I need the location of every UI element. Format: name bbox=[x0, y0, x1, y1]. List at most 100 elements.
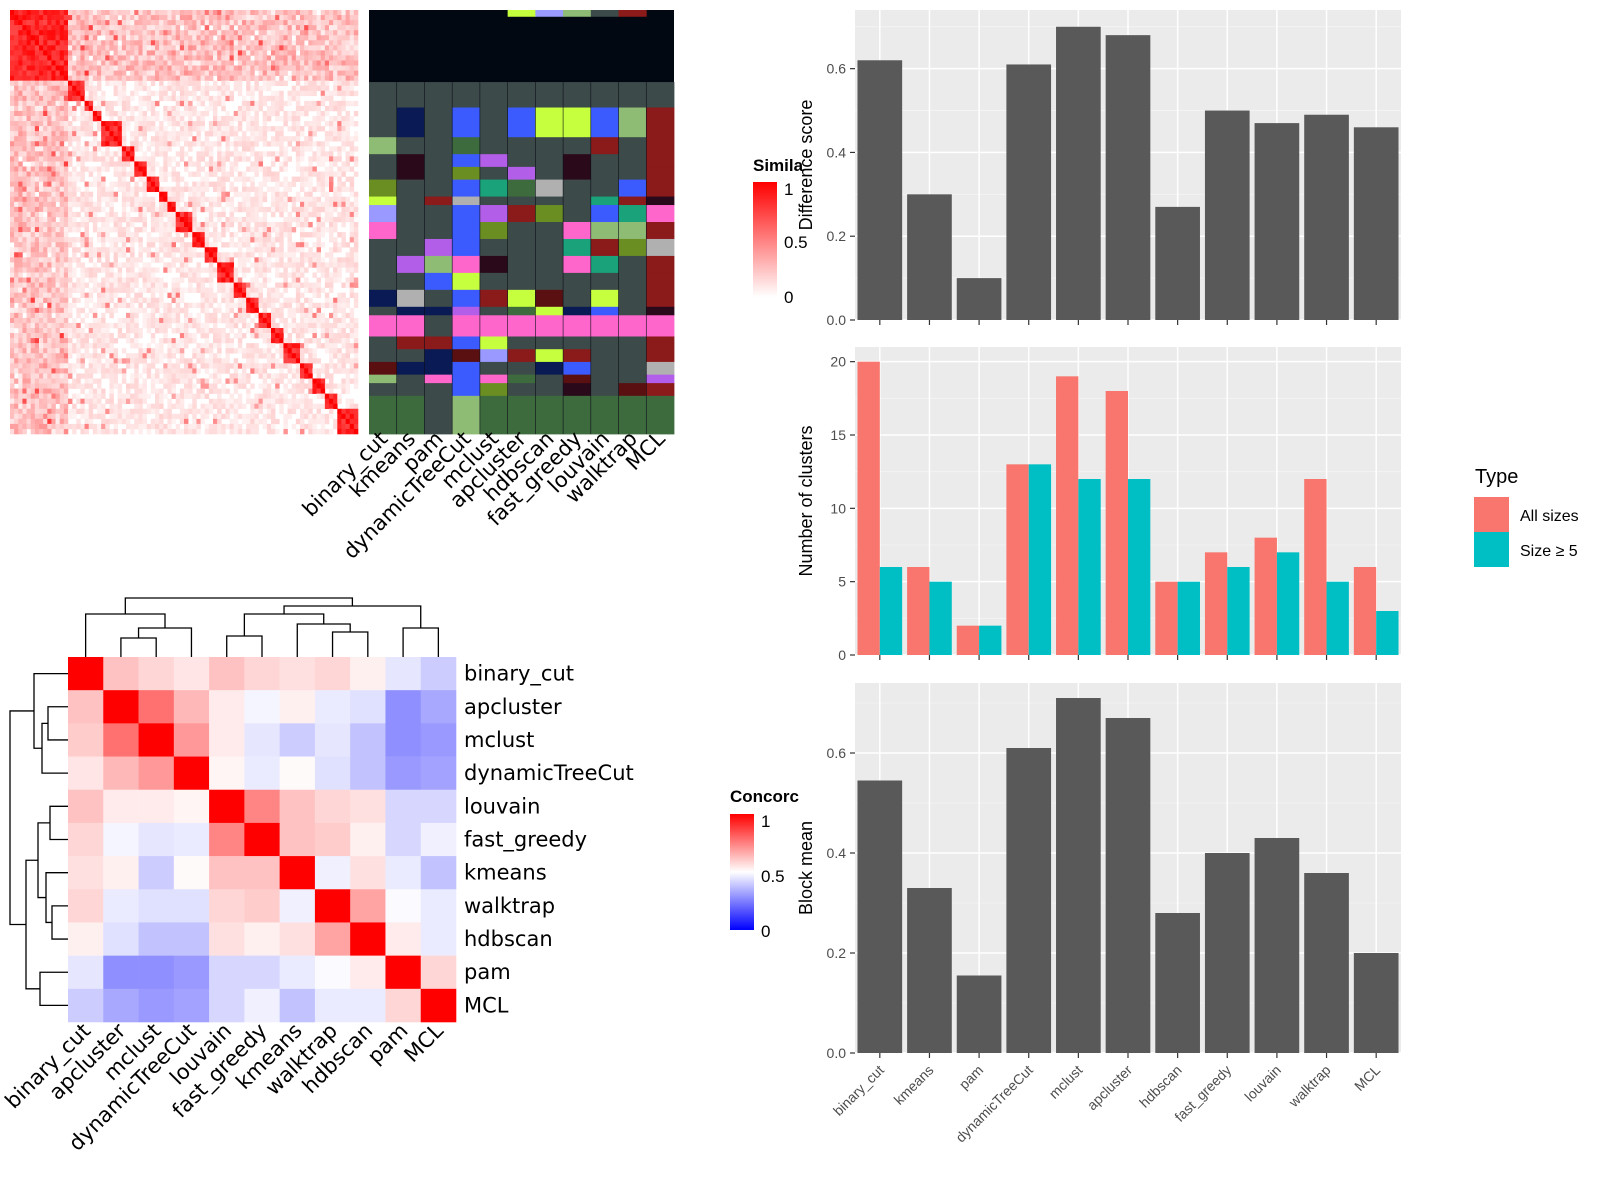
similarity-cell bbox=[121, 75, 127, 81]
similarity-cell bbox=[134, 65, 139, 71]
similarity-cell bbox=[47, 80, 52, 87]
similarity-cell bbox=[337, 201, 342, 208]
similarity-cell bbox=[283, 191, 288, 198]
similarity-cell bbox=[304, 146, 309, 152]
similarity-cell bbox=[233, 282, 239, 288]
similarity-cell bbox=[175, 282, 181, 288]
similarity-cell bbox=[34, 85, 40, 92]
similarity-cell bbox=[84, 186, 90, 193]
similarity-cell bbox=[63, 272, 69, 278]
similarity-cell bbox=[72, 302, 77, 309]
similarity-cell bbox=[34, 262, 40, 268]
similarity-cell bbox=[329, 333, 334, 339]
similarity-cell bbox=[175, 85, 181, 92]
similarity-cell bbox=[146, 201, 152, 208]
similarity-cell bbox=[113, 171, 119, 177]
similarity-cell bbox=[192, 317, 197, 324]
similarity-cell bbox=[63, 322, 69, 329]
similarity-cell bbox=[229, 186, 235, 193]
similarity-cell bbox=[300, 110, 305, 117]
similarity-cell bbox=[105, 237, 110, 243]
similarity-cell bbox=[14, 25, 19, 31]
similarity-cell bbox=[105, 50, 110, 56]
similarity-cell bbox=[22, 116, 27, 122]
similarity-cell bbox=[163, 252, 168, 258]
similarity-cell bbox=[341, 368, 346, 374]
similarity-cell bbox=[43, 65, 48, 71]
similarity-cell bbox=[113, 252, 119, 258]
similarity-cell bbox=[97, 252, 102, 258]
similarity-cell bbox=[63, 222, 69, 228]
similarity-cell bbox=[109, 307, 114, 314]
similarity-cell bbox=[250, 252, 255, 258]
similarity-cell bbox=[188, 65, 193, 71]
similarity-cell bbox=[134, 146, 139, 152]
similarity-cell bbox=[217, 15, 222, 21]
similarity-cell bbox=[84, 252, 90, 258]
similarity-cell bbox=[55, 80, 61, 87]
similarity-cell bbox=[312, 35, 317, 41]
similarity-cell bbox=[275, 322, 280, 329]
similarity-cell bbox=[167, 146, 172, 152]
similarity-cell bbox=[316, 262, 322, 268]
similarity-cell bbox=[142, 277, 148, 283]
similarity-cell bbox=[18, 30, 23, 36]
similarity-cell bbox=[341, 105, 346, 112]
similarity-cell bbox=[138, 307, 143, 314]
similarity-cell bbox=[10, 146, 15, 152]
similarity-cell bbox=[341, 206, 346, 213]
similarity-cell bbox=[337, 121, 342, 127]
similarity-cell bbox=[76, 227, 81, 233]
similarity-cell bbox=[184, 131, 189, 137]
similarity-cell bbox=[275, 40, 280, 46]
similarity-cell bbox=[55, 75, 61, 81]
similarity-cell bbox=[117, 65, 123, 71]
similarity-cell bbox=[304, 343, 309, 349]
similarity-cell bbox=[353, 161, 359, 167]
similarity-cell bbox=[59, 227, 65, 233]
similarity-cell bbox=[258, 302, 264, 309]
similarity-cell bbox=[39, 105, 44, 112]
similarity-cell bbox=[175, 35, 181, 41]
similarity-cell bbox=[246, 267, 251, 273]
similarity-cell bbox=[134, 70, 139, 76]
similarity-cell bbox=[196, 242, 201, 248]
similarity-cell bbox=[167, 358, 172, 364]
similarity-cell bbox=[295, 322, 301, 329]
similarity-cell bbox=[213, 20, 218, 26]
similarity-cell bbox=[159, 237, 164, 243]
similarity-cell bbox=[105, 292, 110, 299]
similarity-cell bbox=[324, 20, 330, 26]
similarity-cell bbox=[208, 206, 214, 213]
similarity-cell bbox=[88, 116, 94, 122]
similarity-cell bbox=[312, 322, 317, 329]
similarity-cell bbox=[138, 30, 143, 36]
similarity-cell bbox=[246, 257, 251, 263]
similarity-cell bbox=[250, 176, 255, 182]
similarity-cell bbox=[254, 156, 259, 162]
similarity-cell bbox=[88, 252, 94, 258]
similarity-cell bbox=[279, 126, 284, 132]
similarity-cell bbox=[192, 90, 197, 97]
similarity-cell bbox=[192, 348, 197, 354]
similarity-cell bbox=[337, 348, 342, 354]
similarity-cell bbox=[167, 85, 172, 92]
similarity-cell bbox=[63, 201, 69, 208]
similarity-cell bbox=[159, 95, 164, 102]
similarity-cell bbox=[262, 176, 268, 182]
similarity-cell bbox=[225, 75, 230, 81]
similarity-cell bbox=[138, 40, 143, 46]
similarity-cell bbox=[18, 333, 23, 339]
similarity-cell bbox=[337, 70, 342, 76]
similarity-cell bbox=[295, 131, 301, 137]
similarity-cell bbox=[155, 65, 160, 71]
similarity-cell bbox=[55, 232, 61, 238]
similarity-cell bbox=[63, 302, 69, 309]
similarity-cell bbox=[171, 20, 177, 26]
similarity-cell bbox=[341, 186, 346, 193]
similarity-cell bbox=[287, 363, 293, 369]
similarity-cell bbox=[22, 136, 27, 142]
similarity-cell bbox=[10, 302, 15, 309]
similarity-cell bbox=[217, 95, 222, 102]
similarity-cell bbox=[312, 75, 317, 81]
